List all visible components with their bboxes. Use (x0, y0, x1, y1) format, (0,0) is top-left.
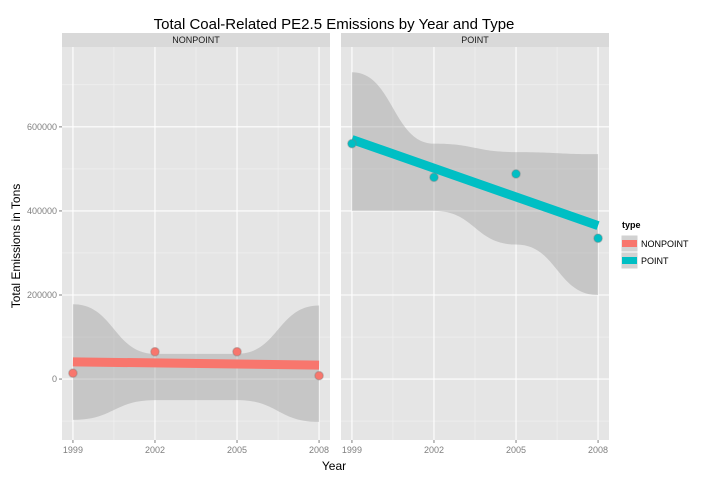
data-point (429, 172, 439, 183)
data-point (347, 138, 357, 149)
y-axis-title: Total Emissions in Tons (9, 184, 23, 309)
y-tick-label: 400000 (27, 206, 57, 216)
legend-label: POINT (641, 256, 669, 266)
x-tick-label: 1999 (63, 445, 83, 455)
data-point (593, 233, 603, 244)
chart-title: Total Coal-Related PE2.5 Emissions by Ye… (154, 16, 515, 33)
fit-line (350, 135, 600, 230)
legend-swatch (622, 257, 637, 264)
data-point (150, 346, 160, 357)
legend-label: NONPOINT (641, 239, 689, 249)
y-axis: 0 200000 400000 600000 (27, 122, 62, 384)
facet-strip-label: NONPOINT (172, 35, 220, 45)
data-point (68, 368, 78, 379)
facet-strip-label: POINT (461, 35, 489, 45)
facet-strip (341, 33, 609, 47)
y-tick-label: 200000 (27, 290, 57, 300)
x-axis-title: Year (322, 459, 346, 473)
facet-panels: NONPOINT 1999 2002 2005 2008 POINT 1999 2002 200… (62, 33, 609, 455)
x-tick-label: 2005 (227, 445, 247, 455)
x-tick-label: 2005 (506, 445, 526, 455)
data-point (232, 346, 242, 357)
facet-strip (62, 33, 330, 47)
legend-swatch (622, 240, 637, 247)
legend-title: type (622, 220, 641, 230)
x-tick-label: 2008 (309, 445, 329, 455)
facet-panel: POINT 1999 2002 2005 2008 (341, 33, 609, 455)
x-tick-label: 2002 (145, 445, 165, 455)
data-point (511, 169, 521, 179)
facet-panel: NONPOINT 1999 2002 2005 2008 (62, 33, 330, 455)
y-tick-label: 600000 (27, 122, 57, 132)
x-tick-label: 1999 (342, 445, 362, 455)
x-tick-label: 2002 (424, 445, 444, 455)
data-point (314, 370, 324, 381)
y-tick-label: 0 (52, 374, 57, 384)
x-tick-label: 2008 (588, 445, 608, 455)
fit-line (72, 357, 320, 370)
